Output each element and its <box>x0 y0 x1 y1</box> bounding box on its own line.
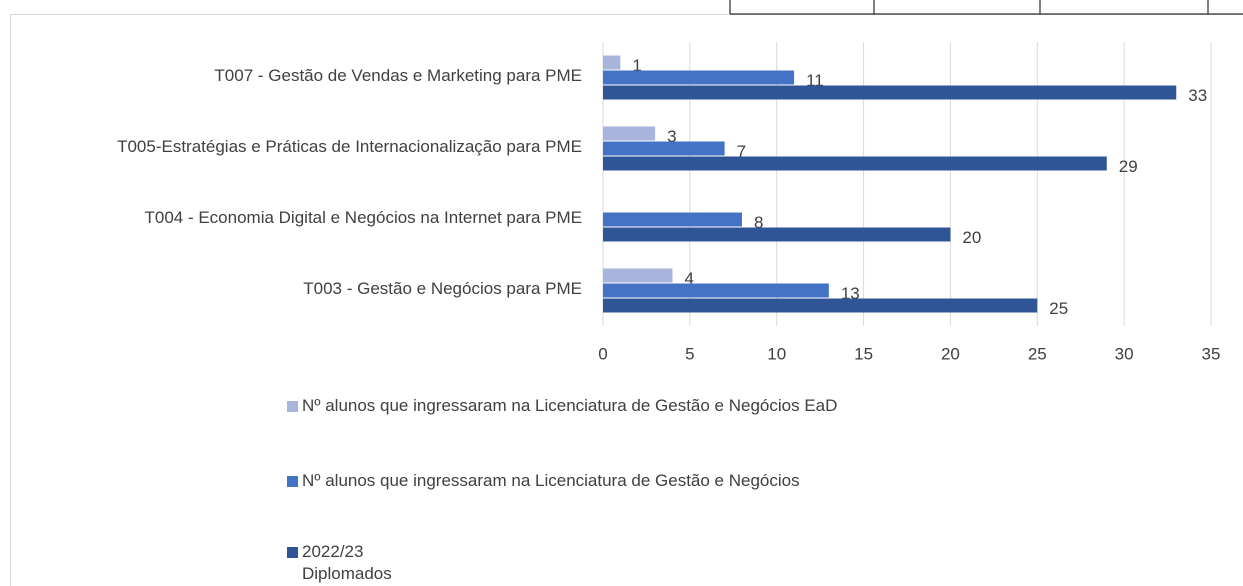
bar <box>603 268 673 283</box>
data-label: 11 <box>806 71 824 90</box>
legend-label: Nº alunos que ingressaram na Licenciatur… <box>302 396 838 415</box>
data-label: 8 <box>754 213 763 232</box>
legend-label: 2022/23 Diplomados <box>302 542 392 583</box>
data-label: 7 <box>737 142 746 161</box>
legend-swatch <box>287 547 298 558</box>
x-tick-label: 10 <box>767 344 786 363</box>
x-tick-label: 25 <box>1028 344 1047 363</box>
bar <box>603 126 656 141</box>
bar <box>603 55 621 70</box>
data-label: 3 <box>667 127 676 146</box>
category-label: T005-Estratégias e Práticas de Internaci… <box>117 136 582 156</box>
x-tick-label: 0 <box>598 344 607 363</box>
bar <box>603 141 725 156</box>
data-label: 1 <box>632 56 641 75</box>
x-tick-label: 5 <box>685 344 694 363</box>
data-label: 25 <box>1049 299 1068 318</box>
data-label: 4 <box>684 269 693 288</box>
x-tick-label: 15 <box>854 344 873 363</box>
bar <box>603 283 829 298</box>
data-label: 20 <box>962 228 981 247</box>
x-tick-label: 35 <box>1202 344 1221 363</box>
chart-border <box>10 14 1243 586</box>
bar <box>603 212 742 227</box>
legend-label: Nº alunos que ingressaram na Licenciatur… <box>302 471 800 490</box>
x-tick-label: 20 <box>941 344 960 363</box>
data-label: 13 <box>841 284 860 303</box>
category-label: T003 - Gestão e Negócios para PME <box>303 278 582 298</box>
bar <box>603 85 1177 100</box>
bar <box>603 70 795 85</box>
bar <box>603 227 951 242</box>
x-tick-label: 30 <box>1115 344 1134 363</box>
bar <box>603 156 1107 171</box>
legend-entry: Nº alunos que ingressaram na Licenciatur… <box>287 395 837 417</box>
legend-swatch <box>287 476 298 487</box>
legend-entry: 2022/23 Diplomados <box>287 541 392 585</box>
data-label: 33 <box>1188 86 1207 105</box>
data-label: 29 <box>1119 157 1138 176</box>
category-label: T004 - Economia Digital e Negócios na In… <box>144 207 582 227</box>
legend-swatch <box>287 401 298 412</box>
legend-entry: Nº alunos que ingressaram na Licenciatur… <box>287 470 800 492</box>
category-label: T007 - Gestão de Vendas e Marketing para… <box>214 65 582 85</box>
bar <box>603 298 1038 313</box>
